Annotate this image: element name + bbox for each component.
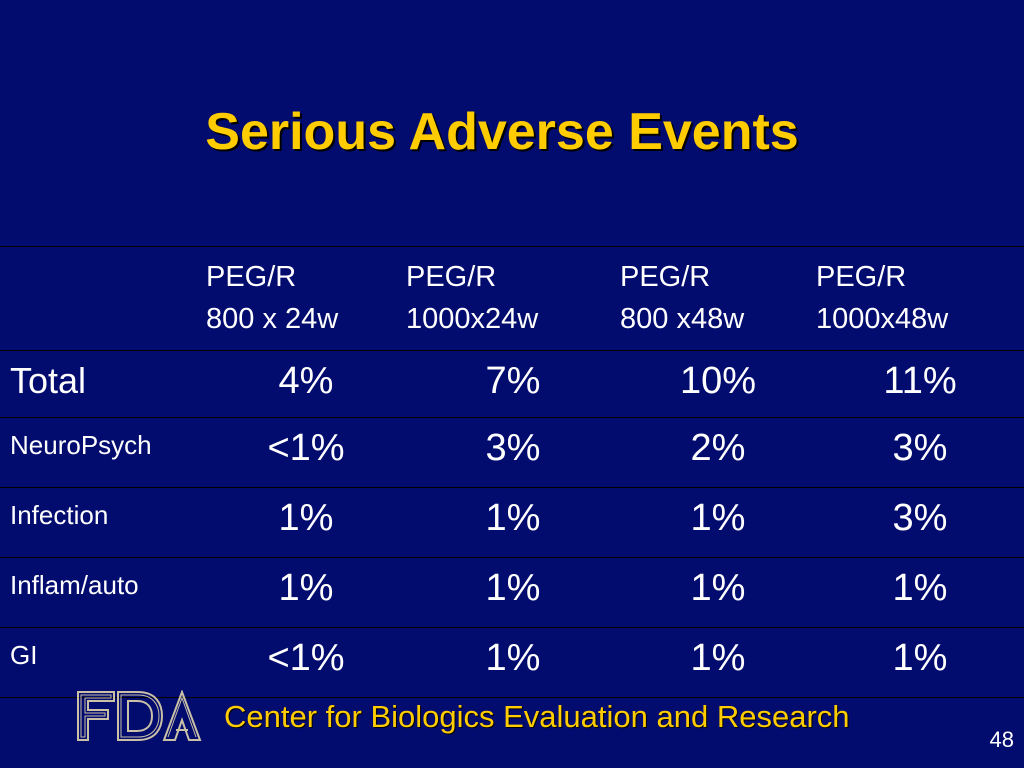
row-label: GI bbox=[0, 627, 206, 698]
value-cell: 1% bbox=[816, 557, 1024, 628]
header-dose-duration: 1000x48w bbox=[816, 303, 949, 335]
header-cell: PEG/R 800 x 24w bbox=[206, 246, 406, 351]
footer-org-name: Center for Biologics Evaluation and Rese… bbox=[224, 699, 850, 734]
header-dose-duration: 1000x24w bbox=[406, 303, 539, 335]
value-cell: 1% bbox=[620, 557, 816, 628]
value-cell: 1% bbox=[406, 627, 620, 698]
fda-logo bbox=[77, 690, 202, 741]
value-cell: <1% bbox=[206, 417, 406, 488]
value-cell: <1% bbox=[206, 627, 406, 698]
value-cell: 1% bbox=[816, 627, 1024, 698]
value-cell: 10% bbox=[620, 350, 816, 418]
value-cell: 3% bbox=[816, 417, 1024, 488]
value-cell: 1% bbox=[620, 627, 816, 698]
table-row: Total 4% 7% 10% 11% bbox=[0, 350, 1024, 418]
value-cell: 1% bbox=[206, 557, 406, 628]
value-cell: 11% bbox=[816, 350, 1024, 418]
row-label: Total bbox=[0, 350, 206, 418]
page-number: 48 bbox=[989, 727, 1014, 752]
header-empty-cell bbox=[0, 246, 206, 351]
value-cell: 3% bbox=[406, 417, 620, 488]
row-label: Inflam/auto bbox=[0, 557, 206, 628]
value-cell: 1% bbox=[206, 487, 406, 558]
value-cell: 1% bbox=[406, 557, 620, 628]
header-cell: PEG/R 800 x48w bbox=[620, 246, 816, 351]
value-cell: 1% bbox=[406, 487, 620, 558]
header-dose-duration: 800 x48w bbox=[620, 303, 745, 335]
slide-title: Serious Adverse Events bbox=[205, 103, 799, 161]
row-label: NeuroPsych bbox=[0, 417, 206, 488]
header-regimen: PEG/R bbox=[406, 261, 497, 293]
adverse-events-table: PEG/R 800 x 24w PEG/R 1000x24w PEG/R 800… bbox=[0, 246, 1024, 698]
header-regimen: PEG/R bbox=[620, 261, 711, 293]
header-dose-duration: 800 x 24w bbox=[206, 303, 339, 335]
table-row: NeuroPsych <1% 3% 2% 3% bbox=[0, 417, 1024, 488]
value-cell: 7% bbox=[406, 350, 620, 418]
table-row: GI <1% 1% 1% 1% bbox=[0, 627, 1024, 698]
adverse-events-table-container: PEG/R 800 x 24w PEG/R 1000x24w PEG/R 800… bbox=[0, 246, 1024, 698]
table-row: Infection 1% 1% 1% 3% bbox=[0, 487, 1024, 558]
table-row: Inflam/auto 1% 1% 1% 1% bbox=[0, 557, 1024, 628]
value-cell: 4% bbox=[206, 350, 406, 418]
value-cell: 3% bbox=[816, 487, 1024, 558]
header-cell: PEG/R 1000x24w bbox=[406, 246, 620, 351]
row-label: Infection bbox=[0, 487, 206, 558]
header-regimen: PEG/R bbox=[206, 261, 297, 293]
table-header-row: PEG/R 800 x 24w PEG/R 1000x24w PEG/R 800… bbox=[0, 246, 1024, 351]
header-regimen: PEG/R bbox=[816, 261, 907, 293]
header-cell: PEG/R 1000x48w bbox=[816, 246, 1024, 351]
value-cell: 1% bbox=[620, 487, 816, 558]
value-cell: 2% bbox=[620, 417, 816, 488]
